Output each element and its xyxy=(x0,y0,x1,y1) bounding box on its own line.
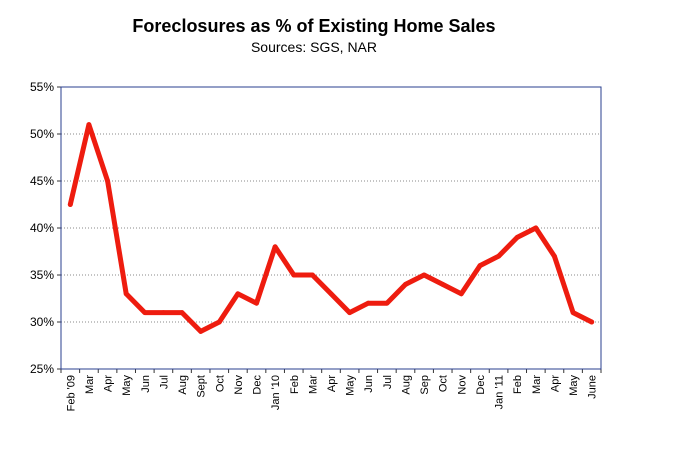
data-point xyxy=(310,272,315,278)
x-tick-label: Apr xyxy=(549,375,561,392)
data-point xyxy=(589,319,595,325)
x-tick-label: Apr xyxy=(103,375,115,392)
x-tick-label: Feb '09 xyxy=(65,375,77,411)
x-tick-label: Jun xyxy=(363,375,375,393)
x-tick-label: Nov xyxy=(456,375,468,395)
x-tick-label: Oct xyxy=(438,375,450,392)
x-tick-label: Dec xyxy=(252,375,264,395)
data-point xyxy=(123,291,129,297)
x-tick-label: Mar xyxy=(531,375,543,394)
data-point xyxy=(198,329,204,334)
data-point xyxy=(403,282,408,287)
x-tick-label: Aug xyxy=(400,375,412,395)
x-tick-label: Jun xyxy=(140,375,152,393)
x-tick-label: Jan '11 xyxy=(494,375,506,409)
data-point xyxy=(291,272,297,278)
data-point xyxy=(384,300,390,306)
data-point xyxy=(533,225,539,231)
y-tick-label: 45% xyxy=(30,174,54,188)
x-tick-label: Aug xyxy=(177,375,189,395)
x-tick-label: May xyxy=(345,375,357,396)
data-point xyxy=(440,282,446,287)
data-point xyxy=(161,310,166,315)
data-point xyxy=(514,235,520,240)
x-tick-label: May xyxy=(121,375,133,396)
x-tick-label: Apr xyxy=(326,375,338,392)
grid xyxy=(61,133,601,323)
data-point xyxy=(496,253,501,259)
data-point xyxy=(272,244,278,250)
data-point xyxy=(67,202,73,207)
x-tick-label: Feb xyxy=(289,375,301,394)
data-point xyxy=(105,178,110,184)
data-point xyxy=(179,310,185,315)
x-tick-label: Sept xyxy=(196,375,208,398)
data-point xyxy=(235,291,241,297)
x-tick-label: Nov xyxy=(233,375,245,395)
y-tick-label: 35% xyxy=(30,268,54,282)
x-tick-label: Jul xyxy=(382,375,394,389)
data-point xyxy=(458,291,464,297)
y-tick-label: 50% xyxy=(30,127,54,141)
y-tick-label: 30% xyxy=(30,315,54,329)
x-tick-label: Mar xyxy=(84,375,96,394)
x-tick-label: Jul xyxy=(158,375,170,389)
x-tick-label: Feb xyxy=(512,375,524,394)
data-point xyxy=(142,310,148,315)
data-point xyxy=(328,291,334,297)
x-tick-label: Mar xyxy=(307,375,319,394)
y-tick-label: 25% xyxy=(30,362,54,376)
data-point xyxy=(365,300,371,306)
y-tick-label: 55% xyxy=(30,80,54,94)
series-group xyxy=(67,122,595,334)
data-point xyxy=(86,122,92,127)
x-tick-label: May xyxy=(568,375,580,396)
data-point xyxy=(477,263,483,268)
x-tick-label: June xyxy=(587,375,599,399)
plot-area xyxy=(60,86,602,370)
data-point xyxy=(347,310,352,315)
x-axis: Feb '09 Mar Apr May Jun Jul Aug Sept Oct Nov Dec Ja… xyxy=(60,369,602,411)
data-point xyxy=(552,253,557,259)
chart-subtitle: Sources: SGS, NAR xyxy=(251,39,377,55)
data-point xyxy=(421,272,427,278)
x-tick-label: Dec xyxy=(475,375,487,395)
data-point xyxy=(216,319,222,325)
y-tick-label: 40% xyxy=(30,221,54,235)
x-tick-label: Jan '10 xyxy=(270,375,282,410)
y-axis: 25% 30% 35% 40% 45% 50% 55% xyxy=(30,80,61,376)
x-tick-label: Sep xyxy=(419,375,431,395)
x-tick-label: Oct xyxy=(214,375,226,392)
data-point xyxy=(254,300,259,306)
data-point xyxy=(570,310,576,315)
chart-title: Foreclosures as % of Existing Home Sales xyxy=(132,16,495,36)
